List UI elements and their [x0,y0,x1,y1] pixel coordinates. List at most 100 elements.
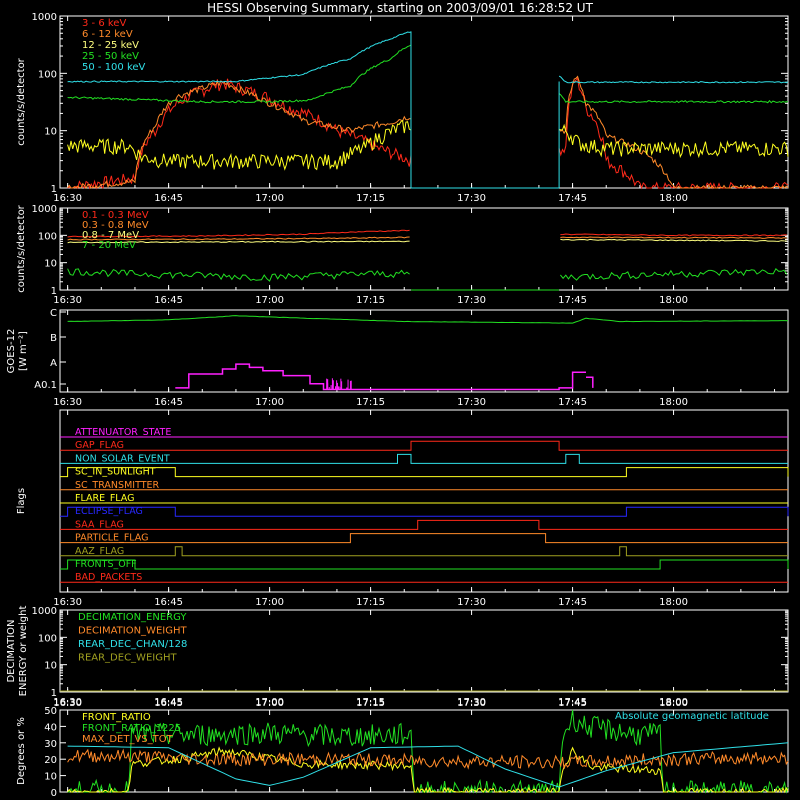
y-tick-label: 20 [44,755,57,766]
xray-series-line-0 [67,78,412,190]
time-tick-label: 17:45 [558,697,587,708]
flag-label: GAP_FLAG [75,440,124,451]
panel-frame-gamma [59,207,789,291]
legend-entry: REAR_DEC_WEIGHT [78,653,177,664]
legend-entry: 50 - 100 keV [82,62,146,73]
time-tick-label: 16:45 [154,193,183,204]
legend-entry: MAX_DET_VS_TOT [82,734,174,745]
flag-label: SC_IN_SUNLIGHT [75,467,156,478]
time-tick-label: 17:45 [558,597,587,608]
time-tick-label: 16:30 [53,698,82,709]
y-tick-label: 10 [44,259,57,270]
ratio-series-line-3 [67,742,789,788]
flag-label: NON_SOLAR_EVENT [75,453,170,464]
geomagnetic-latitude-label: Absolute geomagnetic latitude [615,711,769,722]
time-tick-label: 16:30 [53,397,82,408]
time-tick-label: 17:15 [356,597,385,608]
legend-entry: 25 - 50 keV [82,51,139,62]
time-tick-label: 17:45 [558,397,587,408]
y-tick-label: 1 [51,688,57,699]
gamma-series-line-3 [67,268,410,282]
time-tick-label: 18:00 [659,295,688,306]
panel-frame-flags [59,409,789,593]
flag-line-saa_flag [60,519,788,530]
time-tick-label: 16:30 [53,697,82,708]
legend-entry: 0.8 - 7 MeV [82,230,139,241]
xray-series-line-1 [67,80,411,189]
time-tick-label: 16:45 [154,397,183,408]
y-tick-label: 1000 [32,204,57,215]
legend-entry: 7 - 20 MeV [82,240,136,251]
time-tick-label: 18:00 [659,597,688,608]
y-tick-label: A [50,358,57,369]
panel-frame-goes [59,309,789,393]
time-tick-label: 17:45 [558,295,587,306]
flag-line-particle_flag [60,533,788,544]
time-tick-label: 17:30 [457,698,486,709]
y-axis-label: Degrees or % [16,717,27,785]
y-tick-label: 0 [51,788,57,799]
flag-label: FRONTS_OFF [75,559,137,570]
time-tick-label: 17:00 [255,193,284,204]
y-tick-label: A0.1 [34,380,57,391]
xray-series-line-0 [558,76,789,190]
y-tick-label: 50 [44,706,57,717]
gamma-series-line-1 [560,236,787,239]
legend-entry: 0.1 - 0.3 MeV [82,210,149,221]
y-tick-label: 10 [44,661,57,672]
time-tick-label: 16:30 [53,193,82,204]
time-tick-label: 17:30 [457,295,486,306]
y-axis-label: [W m⁻²] [18,331,29,371]
y-tick-label: 100 [38,69,57,80]
time-tick-label: 17:15 [356,397,385,408]
legend-entry: 0.3 - 0.8 MeV [82,220,149,231]
time-tick-label: 17:30 [457,697,486,708]
time-tick-label: 16:45 [154,295,183,306]
y-tick-label: B [50,333,57,344]
time-tick-label: 18:00 [659,193,688,204]
legend-entry: DECIMATION_WEIGHT [78,626,187,637]
legend-entry: FRONT_RATIO [82,712,151,723]
time-tick-label: 17:00 [255,397,284,408]
goes-high-line [67,315,789,324]
time-tick-label: 17:15 [356,698,385,709]
gamma-series-line-2 [67,240,410,244]
xray-series-line-2 [558,123,789,159]
gamma-series-line-0 [560,233,787,237]
time-tick-label: 17:00 [255,697,284,708]
time-tick-label: 16:45 [154,697,183,708]
legend-entry: 12 - 25 keV [82,40,139,51]
time-tick-label: 18:00 [659,698,688,709]
y-axis-label: counts/s/detector [16,57,27,145]
time-tick-label: 16:30 [53,295,82,306]
flag-label: FLARE_FLAG [75,493,135,504]
goes-low-line [586,376,594,388]
time-tick-label: 18:00 [659,697,688,708]
flag-line-eclipse_flag [60,506,789,517]
y-tick-label: 1000 [32,12,57,23]
gamma-series-line-1 [67,236,410,241]
y-tick-label: 10 [44,772,57,783]
flag-line-gap_flag [60,440,788,451]
y-axis-label: DECIMATION [6,619,17,682]
flag-label: ECLIPSE_FLAG [75,506,143,517]
y-tick-label: 1 [51,286,57,297]
time-tick-label: 17:00 [255,597,284,608]
time-tick-label: 17:45 [558,698,587,709]
y-tick-label: 1000 [32,606,57,617]
goes-low-line [175,363,586,391]
ratio-series-line-2 [67,748,789,770]
xray-series-line-2 [67,119,412,171]
y-tick-label: 10 [44,127,57,138]
gamma-series-line-3 [560,268,788,281]
flag-line-sc_in_sunlight [60,467,789,478]
y-tick-label: 100 [38,633,57,644]
flag-label: PARTICLE_FLAG [75,533,148,544]
y-axis-label: Flags [16,488,27,514]
time-tick-label: 18:00 [659,397,688,408]
flag-line-aaz_flag [60,546,788,557]
time-tick-label: 17:00 [255,295,284,306]
flag-line-fronts_off [60,559,789,570]
legend-entry: REAR_DEC_CHAN/128 [78,639,187,650]
